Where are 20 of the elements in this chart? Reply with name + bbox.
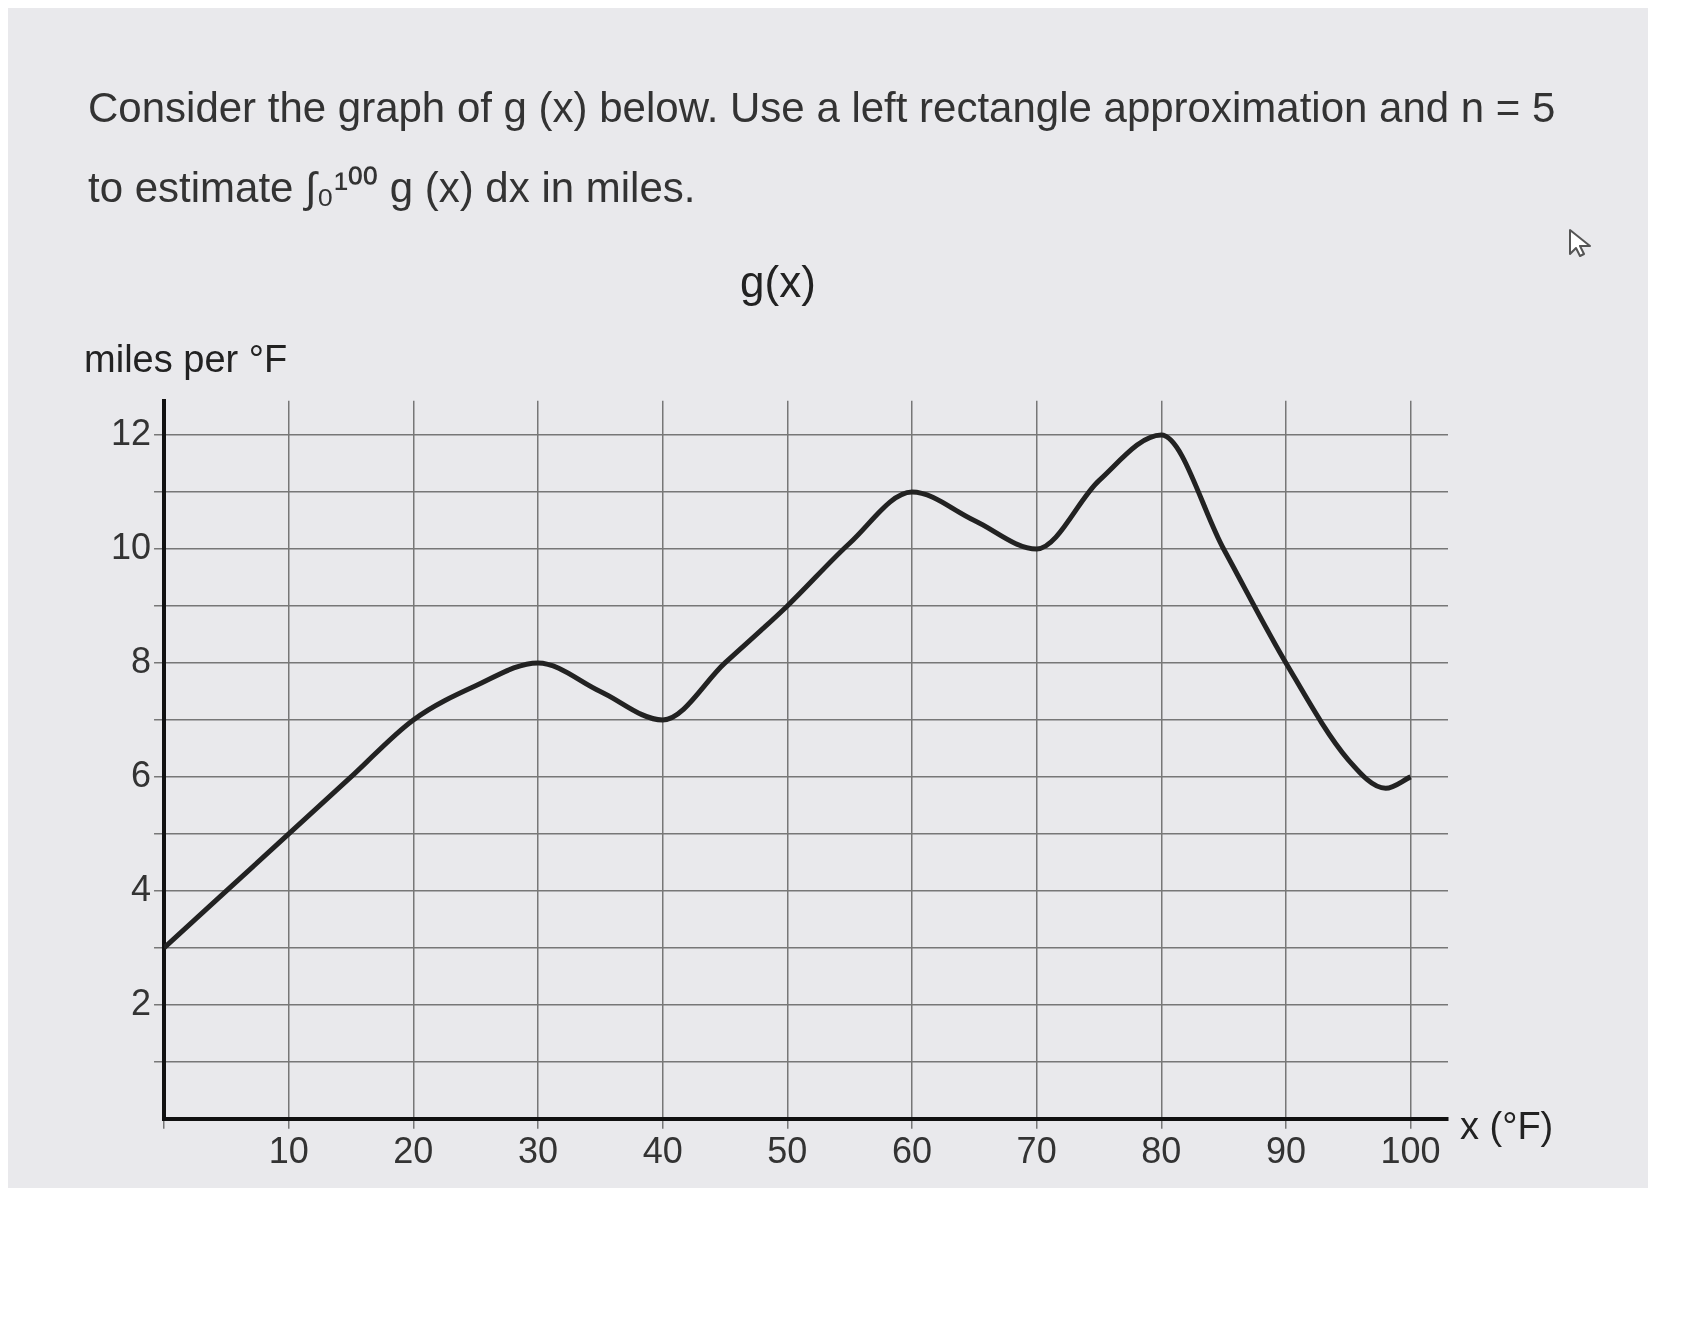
y-tick-label: 2: [131, 981, 152, 1023]
x-tick-label: 70: [1016, 1129, 1057, 1171]
x-tick-label: 10: [268, 1129, 309, 1171]
chart-title: g(x): [740, 256, 816, 306]
x-tick-label: 80: [1141, 1129, 1182, 1171]
x-axis-title: x (°F): [1460, 1104, 1554, 1147]
x-tick-label: 50: [767, 1129, 808, 1171]
y-tick-label: 10: [111, 525, 152, 567]
x-tick-label: 100: [1380, 1129, 1441, 1171]
text: Consider the graph of g (x) below. Use a left rectangle approximation and n = 5 to estimate ∫₀¹⁰⁰ g (x) dx in miles.: [87, 83, 1557, 213]
x-tick-label: 90: [1265, 1129, 1306, 1171]
x-tick-label: 30: [517, 1129, 559, 1171]
y-tick-label: 4: [131, 867, 152, 909]
x-tick-label: 40: [642, 1129, 683, 1171]
y-tick-label: 8: [131, 639, 152, 681]
x-tick-label: 60: [891, 1129, 932, 1171]
x-tick-label: 20: [393, 1129, 434, 1171]
y-axis-title: miles per °F: [84, 337, 288, 380]
y-tick-label: 12: [111, 411, 152, 453]
y-tick-label: 6: [131, 753, 152, 795]
